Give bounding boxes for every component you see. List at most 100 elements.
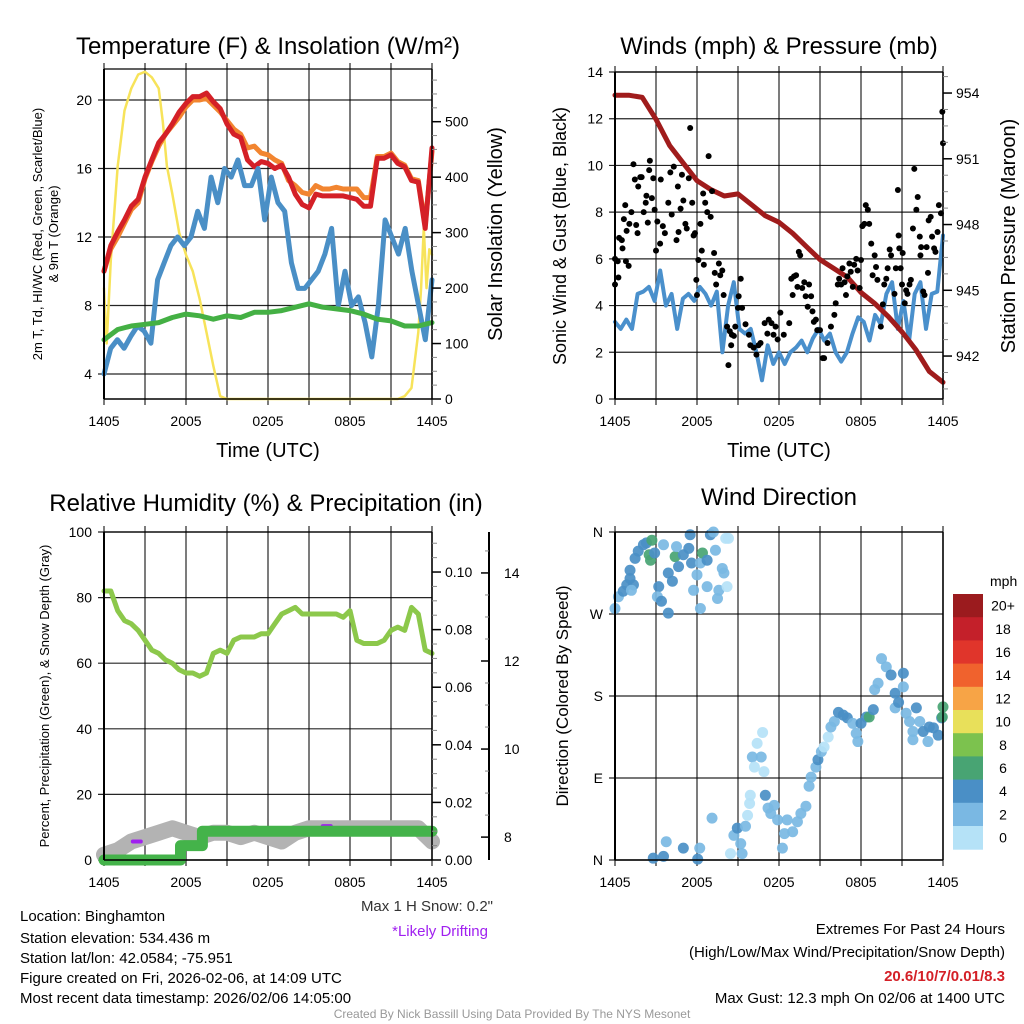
wind-gust-point	[921, 292, 928, 299]
wind-direction-point	[897, 681, 909, 693]
wind-gust-point	[904, 290, 911, 297]
wind-direction-point	[701, 554, 713, 566]
y-tick-label: 40	[76, 721, 92, 737]
wind-direction-point	[867, 704, 879, 716]
wind-direction-point	[904, 716, 916, 728]
wind-gust-point	[802, 293, 809, 300]
extremes-title: Extremes For Past 24 Hours	[816, 921, 1005, 938]
figure-created-text: Figure created on Fri, 2026-02-06, at 14…	[20, 970, 342, 987]
wind-gust-point	[797, 252, 804, 259]
wind-gust-point	[689, 199, 696, 206]
colorbar-label: 8	[999, 737, 1007, 753]
wind-gust-point	[911, 165, 918, 172]
wind-gust-point	[735, 293, 742, 300]
wind-direction-point	[712, 593, 723, 605]
wind-direction-point	[694, 842, 706, 854]
latlon-text: Station lat/lon: 42.0584; -75.951	[20, 950, 233, 967]
wind-direction-point	[660, 836, 672, 848]
wind-gust-point	[768, 320, 775, 327]
wind-gust-point	[884, 265, 891, 272]
snow-tick-label: 12	[504, 653, 520, 669]
location-text: Location: Binghamton	[20, 908, 165, 925]
wind-gust-point	[683, 225, 690, 232]
wind-direction-point	[778, 828, 790, 840]
wind-direction-point	[673, 561, 685, 573]
wind-gust-point	[619, 245, 626, 252]
y-tick-label: 4	[84, 366, 92, 382]
x-tick-label: 0805	[334, 413, 365, 429]
x-tick-label: 2005	[170, 874, 201, 890]
max-gust-text: Max Gust: 12.3 mph On 02/06 at 1400 UTC	[715, 990, 1005, 1007]
wind-gust-point	[897, 265, 904, 272]
wind-direction-point	[907, 726, 919, 738]
wind-direction-point	[885, 669, 897, 681]
wind-gust-point	[724, 323, 731, 330]
wind-gust-point	[707, 213, 714, 220]
wind-gust-point	[717, 272, 724, 279]
wind-gust-point	[675, 228, 682, 235]
wind-gust-point	[709, 188, 716, 195]
y-right-tick-label: 0.04	[445, 737, 472, 753]
colorbar-swatch	[953, 594, 983, 618]
wind-gust-point	[886, 246, 893, 253]
wind-gust-point	[728, 342, 735, 349]
wind-direction-point	[822, 731, 834, 743]
wind-direction-point	[757, 726, 769, 738]
temperature-y-axis-title-line2: & 9m T (Orange)	[46, 185, 61, 282]
elevation-text: Station elevation: 534.436 m	[20, 930, 210, 947]
wind-gust-point	[770, 331, 777, 338]
wind-direction-point	[772, 814, 784, 826]
wind-direction-point	[658, 539, 670, 551]
wind-gust-point	[934, 228, 941, 235]
wind-gust-point	[674, 183, 681, 190]
wind-gust-point	[719, 267, 726, 274]
colorbar-label: 2	[999, 806, 1007, 822]
wind-gust-point	[668, 211, 675, 218]
wind-gust-point	[812, 316, 819, 323]
wind-direction-point	[624, 564, 636, 576]
y-tick-label: 12	[76, 229, 92, 245]
wind-gust-point	[631, 176, 638, 183]
wind-gust-point	[698, 247, 705, 254]
wind-direction-point	[701, 581, 713, 593]
wind-gust-point	[628, 209, 635, 216]
wind-gust-point	[924, 269, 931, 276]
wind-gust-point	[895, 232, 902, 239]
wind-gust-point	[888, 252, 895, 259]
colorbar-swatch	[953, 710, 983, 734]
colorbar-label: 10	[995, 714, 1011, 730]
wind-gust-point	[901, 300, 908, 307]
wind-gust-point	[730, 332, 737, 339]
wind-gust-point	[817, 327, 823, 334]
wind-direction-point	[671, 541, 682, 553]
wind-direction-point	[677, 842, 689, 854]
winds-chart-title: Winds (mph) & Pressure (mb)	[620, 33, 937, 60]
y-right-tick-label: 0.08	[445, 622, 472, 638]
wind-direction-point	[910, 702, 922, 714]
wind-gust-point	[694, 292, 700, 299]
wind-gust-point	[618, 237, 625, 244]
wind-gust-point	[839, 265, 846, 272]
wind-direction-point	[720, 532, 732, 544]
y-tick-label: 16	[76, 160, 92, 176]
wind-gust-point	[682, 220, 689, 227]
y-right-tick-label: 948	[956, 217, 980, 233]
wind-gust-point	[670, 163, 677, 170]
wind-gust-point	[874, 276, 881, 283]
y-right-tick-label: 0.06	[445, 679, 472, 695]
wind-direction-point	[880, 661, 892, 673]
wind-gust-point	[700, 190, 707, 197]
wind-gust-point	[881, 281, 888, 288]
y-right-tick-label: 200	[445, 280, 469, 296]
wind-gust-point	[877, 323, 884, 330]
y-tick-label: N	[593, 852, 603, 868]
series-layer	[96, 70, 949, 866]
wind-gust-point	[842, 292, 849, 299]
wind-gust-point	[894, 186, 901, 193]
wind-gust-point	[879, 301, 886, 308]
wind-gust-point	[891, 290, 898, 297]
wind-gust-point	[651, 206, 658, 213]
wind-gust-point	[846, 260, 853, 267]
wind-gust-point	[789, 292, 796, 299]
wind-direction-point	[805, 771, 817, 783]
